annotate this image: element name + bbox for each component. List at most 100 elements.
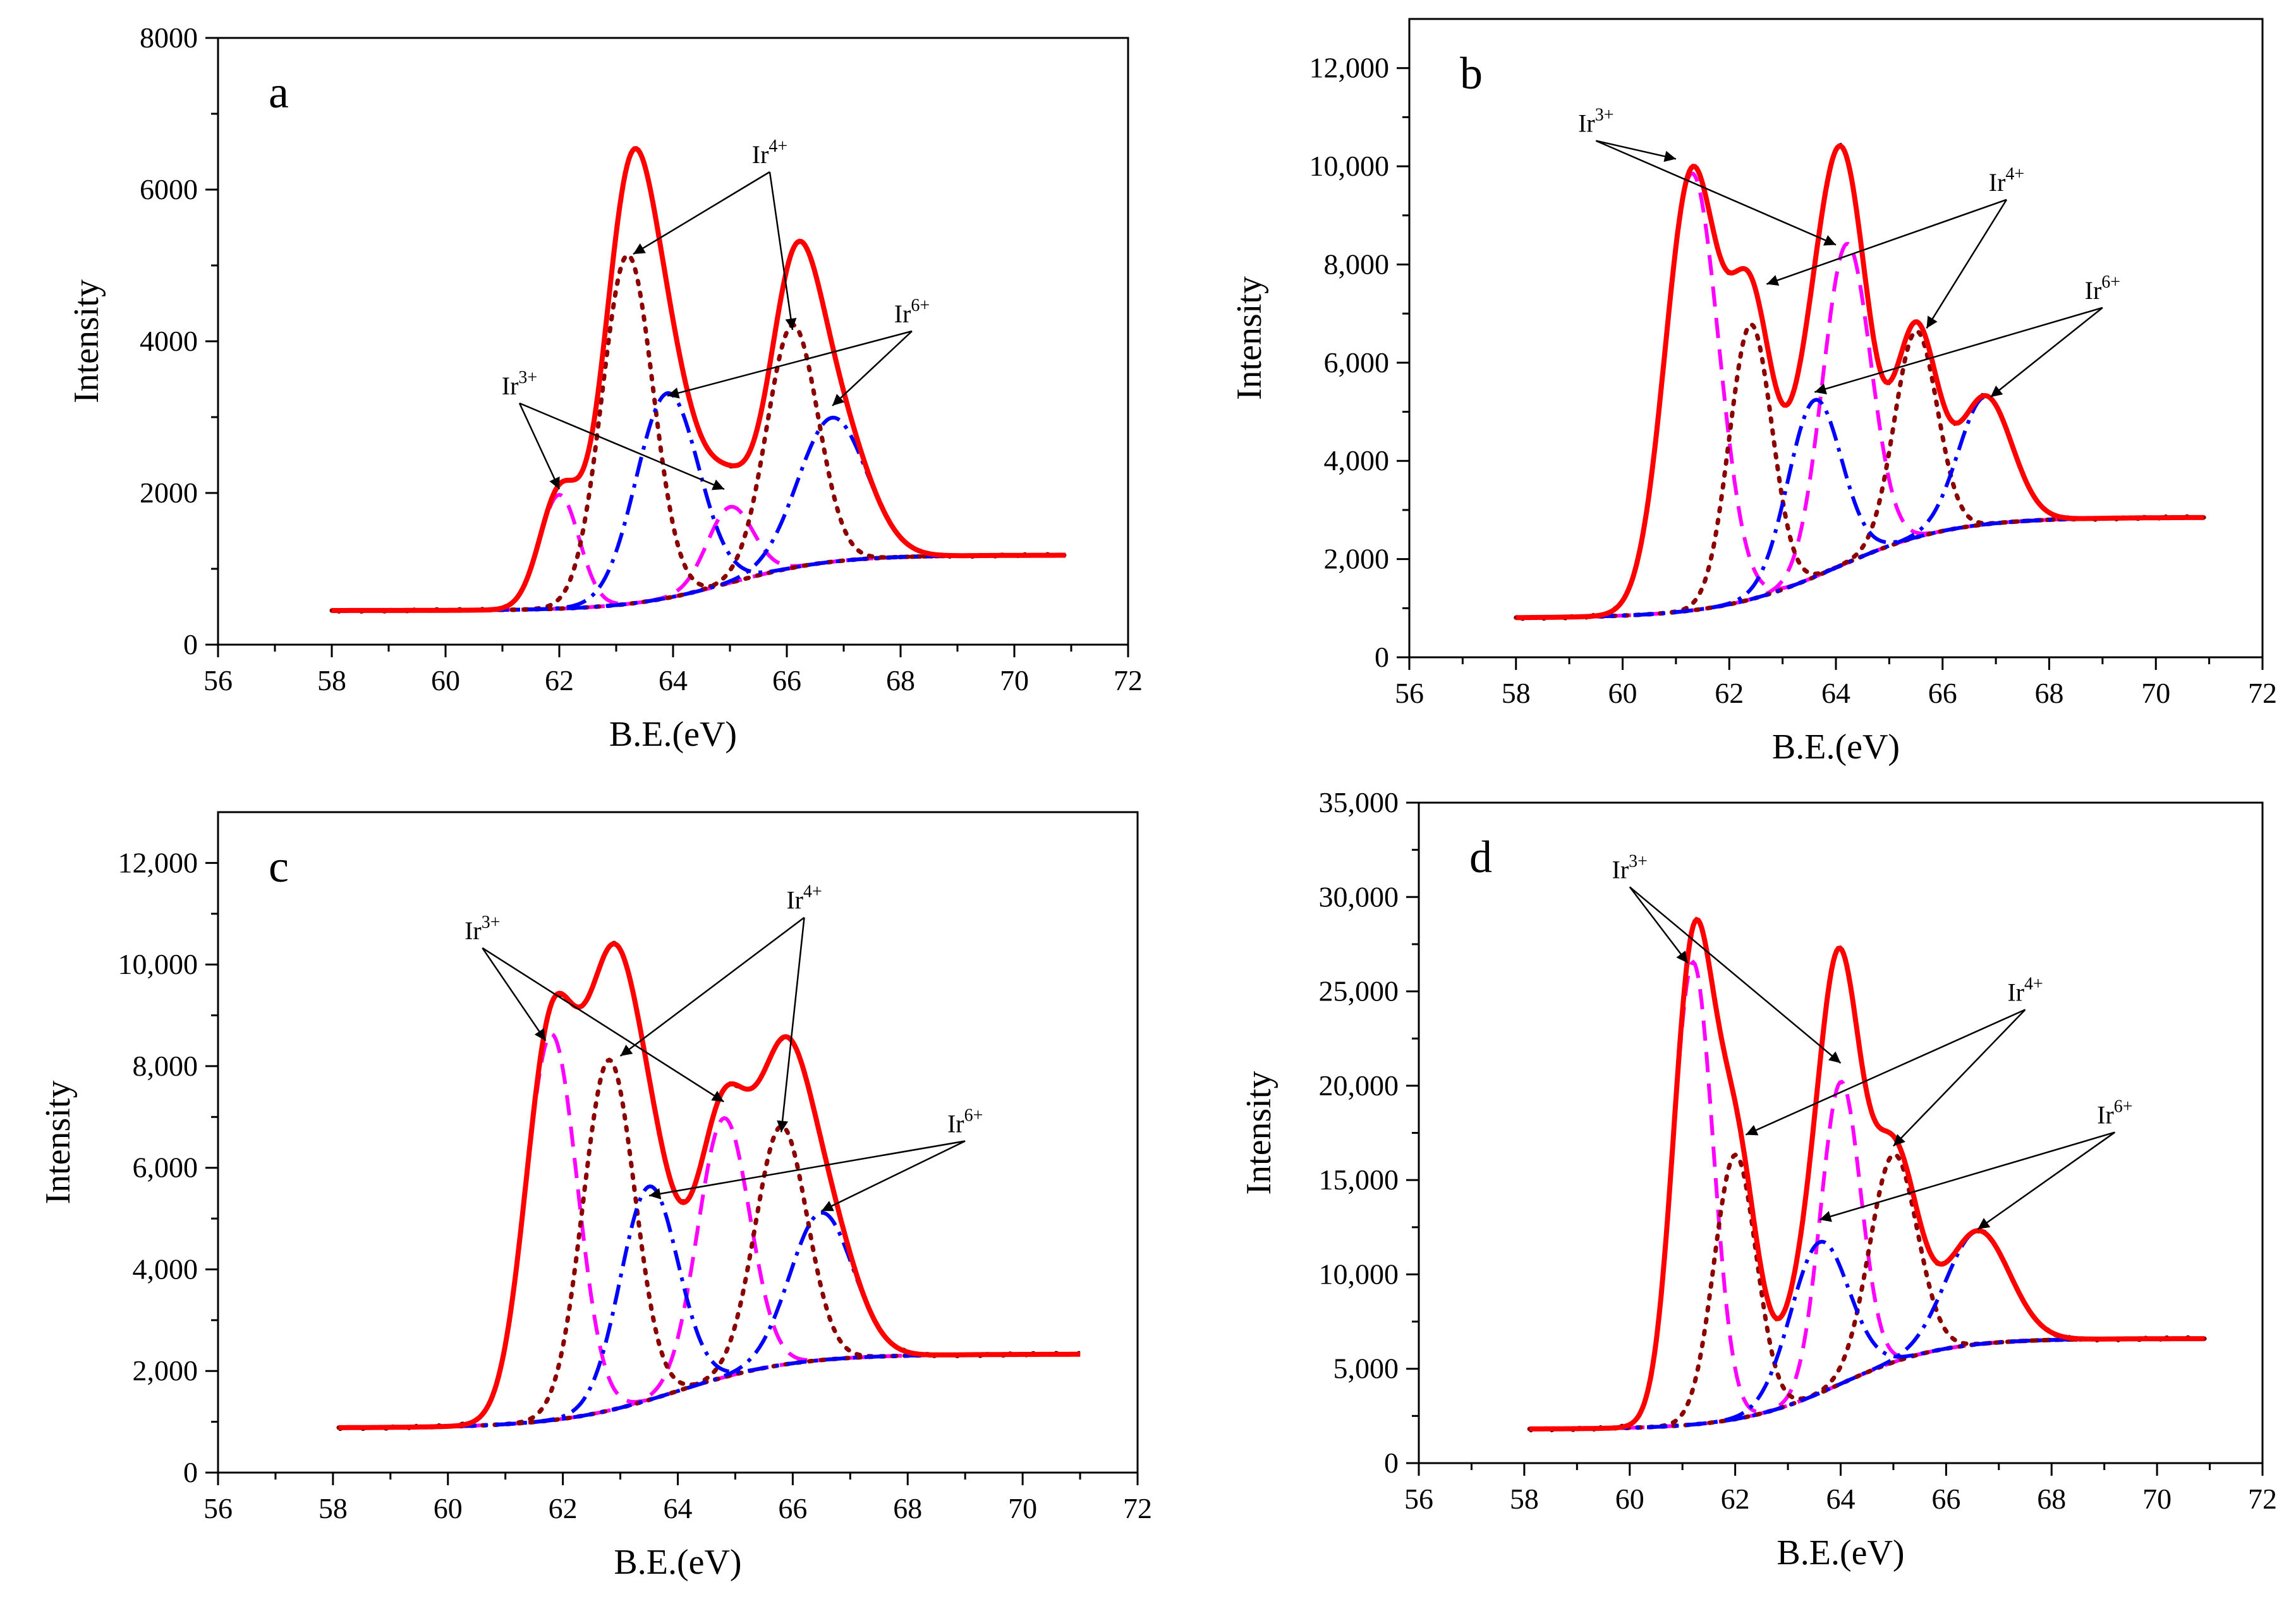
x-tick-label: 64 [1821,677,1850,709]
y-axis-title: Intensity [1230,276,1269,400]
annotation-arrow [1595,140,1837,246]
x-tick-label: 56 [203,664,233,696]
x-tick-label: 62 [549,1492,578,1524]
y-axis-title: Intensity [1239,1071,1279,1195]
x-tick-label: 62 [1715,677,1744,709]
y-axis-title: Intensity [39,1081,78,1205]
panel-letter: d [1469,832,1492,882]
annotation-arrow [648,1140,966,1200]
annotation-ir-6plus: Ir6+ [2097,1097,2132,1129]
annotation-arrow [1629,886,1689,964]
panel-letter: c [269,841,289,892]
x-tick-label: 70 [1008,1492,1037,1524]
ir4-component-2 [1527,1152,2207,1432]
annotation-arrow [519,402,725,490]
annotation-main-text: Ir [465,916,482,945]
annotation-superscript: 3+ [482,913,501,932]
y-tick-label: 0 [1384,1447,1399,1479]
x-tick-label: 66 [1931,1483,1960,1515]
annotation-arrow [832,331,913,406]
annotation-main-text: Ir [2085,276,2102,305]
y-tick-label: 4,000 [133,1253,198,1285]
y-tick-label: 6000 [140,173,198,205]
ir3-component-1 [332,492,1066,612]
annotation-superscript: 6+ [2114,1097,2133,1117]
y-tick-label: 4000 [140,325,198,357]
annotation-main-text: Ir [752,140,769,169]
annotation-ir-4plus: Ir4+ [786,882,822,915]
annotation-ir-6plus: Ir6+ [894,296,930,328]
annotation-ir-3plus: Ir3+ [465,913,500,945]
annotation-arrow [1814,307,2103,395]
x-tick-label: 68 [886,664,915,696]
annotation-superscript: 6+ [911,296,930,315]
x-tick-label: 68 [893,1492,922,1524]
x-tick-label: 62 [545,664,574,696]
annotation-ir-6plus: Ir6+ [947,1105,983,1138]
y-tick-label: 6,000 [1324,346,1390,379]
y-tick-label: 12,000 [1309,52,1390,84]
x-tick-label: 58 [317,664,346,696]
annotation-main-text: Ir [1578,109,1595,138]
annotation-superscript: 3+ [1629,851,1648,871]
envelope-line [339,941,1081,1430]
x-tick-label: 60 [434,1492,463,1524]
annotation-arrow [482,947,547,1042]
x-axis-title: B.E.(eV) [1772,727,1900,767]
annotation-ir-3plus: Ir3+ [1578,106,1613,138]
annotation-arrow [1745,1009,2026,1136]
annotation-ir-3plus: Ir3+ [1612,851,1648,884]
annotation-arrow [777,917,805,1133]
annotation-arrow [482,947,724,1103]
ir3-component-2 [339,1116,1081,1430]
envelope-line [1515,143,2204,621]
envelope-line [332,146,1066,613]
annotation-arrow [1596,140,1677,162]
annotation-ir-4plus: Ir4+ [2007,975,2043,1007]
ir4-component-1 [1527,1152,2207,1432]
annotation-superscript: 3+ [518,368,537,387]
ir6-component-2 [1515,394,2204,620]
x-tick-label: 60 [1608,677,1637,709]
x-axis-title: B.E.(eV) [614,1543,741,1582]
x-tick-label: 62 [1721,1483,1750,1515]
x-tick-label: 72 [2248,1483,2277,1515]
panel-letter: a [269,67,289,118]
x-tick-label: 70 [2142,1483,2171,1515]
y-tick-label: 8,000 [133,1050,198,1082]
raw-data-line [331,146,1066,614]
x-tick-label: 66 [772,664,801,696]
ir6-component-2 [1529,1229,2205,1431]
annotation-ir-3plus: Ir3+ [502,368,537,400]
ir6-component-1 [1529,1239,2205,1431]
annotation-main-text: Ir [2007,978,2024,1007]
y-tick-label: 25,000 [1319,975,1399,1007]
y-tick-label: 10,000 [1319,1258,1399,1290]
x-tick-label: 72 [1123,1492,1152,1524]
x-tick-label: 66 [1928,677,1957,709]
y-tick-label: 6,000 [133,1152,198,1184]
plot-frame [217,811,1139,1474]
annotation-main-text: Ir [502,372,519,400]
x-tick-label: 56 [1404,1483,1433,1515]
ir3-component-1 [1529,959,2205,1431]
ir3-component-2 [1515,241,2204,620]
annotation-ir-6plus: Ir6+ [2085,272,2120,305]
annotation-arrow [667,330,913,399]
x-tick-label: 60 [431,664,460,696]
x-axis-title: B.E.(eV) [609,715,737,754]
x-tick-label: 64 [1826,1483,1856,1515]
annotation-main-text: Ir [1989,168,2006,197]
annotation-main-text: Ir [894,300,911,328]
ir6-component-2 [339,1210,1081,1430]
ir4-component-1 [1514,322,2206,620]
panel-d: 56 58 60 62 64 66 68 70 72 0 5,000 10,000 15,000 20,0… [1239,786,2277,1572]
panel-b: 56 58 60 62 64 66 68 70 72 0 2,000 4,000 6,000 8,000 1… [1230,18,2277,767]
annotation-arrow [768,171,797,331]
x-tick-label: 72 [2248,677,2277,709]
y-tick-label: 20,000 [1319,1069,1399,1102]
plot-frame [1408,18,2264,659]
annotation-arrow [1819,1131,2115,1222]
annotation-arrow [1893,1009,2026,1147]
